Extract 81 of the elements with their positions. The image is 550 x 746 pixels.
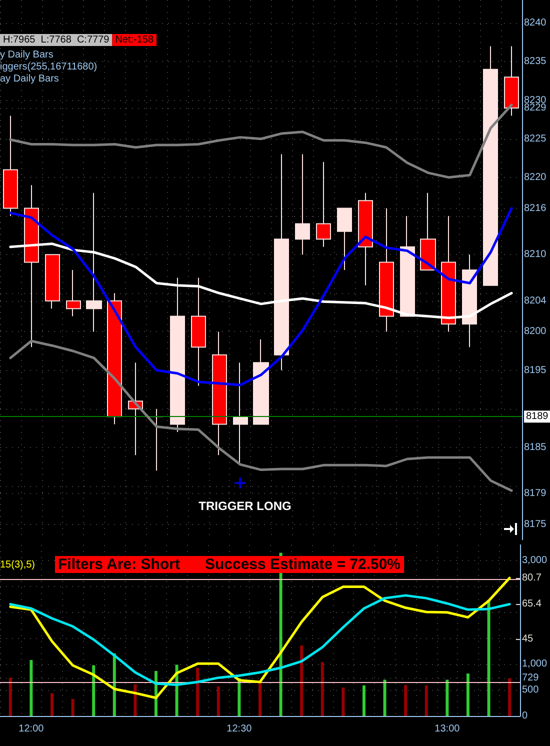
y-tick-label: 8200 — [524, 326, 547, 338]
y-tick-label: 8220 — [524, 172, 547, 183]
candlestick — [337, 208, 352, 270]
bar — [446, 680, 449, 716]
bar — [92, 665, 96, 716]
line-series — [9, 576, 511, 700]
candlestick — [66, 270, 81, 317]
candlestick — [379, 208, 394, 332]
y-tick-label: 500 — [522, 684, 540, 696]
y-tick-label: 8195 — [524, 364, 547, 376]
bar — [404, 684, 408, 716]
bar — [134, 684, 137, 716]
annotation: 15(3),5) — [0, 560, 36, 570]
y-tick-label: 8210 — [524, 249, 547, 260]
line-series — [9, 104, 513, 179]
annotation: y Daily Bars — [0, 50, 54, 60]
annotation: TRIGGER LONG — [198, 499, 292, 513]
line-series — [9, 340, 513, 492]
y-tick-label: 0 — [522, 710, 528, 722]
x-tick-label: 13:00 — [434, 724, 460, 734]
candlestick — [24, 184, 39, 348]
bar — [383, 680, 386, 716]
annotation: Net:-158 — [115, 34, 154, 46]
y-tick-label: 8235 — [524, 56, 547, 68]
candlestick — [253, 338, 269, 425]
bar — [8, 678, 12, 716]
candlestick — [483, 46, 498, 286]
bar — [466, 674, 470, 716]
line-series — [9, 594, 511, 686]
bar — [50, 693, 54, 716]
y-tick-label: 3,000 — [522, 555, 548, 566]
y2-tick-label: 65.4 — [522, 598, 542, 610]
candlestick — [107, 292, 122, 425]
candlestick — [420, 192, 436, 270]
candlestick — [212, 331, 227, 456]
bar — [508, 678, 512, 716]
annotation: ay Daily Bars — [0, 74, 59, 84]
candlestick — [358, 192, 373, 286]
bar — [30, 660, 33, 716]
candlestick — [86, 192, 102, 332]
y-tick-label: 8216 — [524, 202, 547, 214]
bar — [71, 698, 74, 716]
annotation: iggers(255,16711680) — [0, 62, 98, 72]
candlestick — [170, 277, 185, 432]
annotation: Filters Are: Short Success Estimate = 72.50% — [58, 556, 401, 573]
y-tick-label: 8179 — [524, 488, 547, 500]
candlestick — [400, 216, 415, 317]
candlestick — [295, 154, 310, 256]
y-tick-label: 1,000 — [522, 658, 548, 670]
y-tick-label: 8185 — [524, 442, 547, 453]
annotation: H:7965 L:7768 C:7779 — [3, 34, 110, 46]
candlestick — [233, 362, 248, 464]
x-tick-label: 12:00 — [18, 724, 44, 734]
bar — [424, 685, 428, 716]
bar — [196, 668, 200, 716]
bar — [342, 688, 345, 716]
y-tick-label: 8229 — [524, 102, 547, 114]
y2-tick-label: 45 — [522, 634, 534, 645]
bar — [216, 686, 220, 716]
candlestick — [45, 254, 60, 310]
bar — [487, 600, 490, 716]
y-tick-label: 8240 — [524, 18, 547, 29]
bar — [300, 646, 304, 716]
ref-line-label: 8189 — [526, 411, 549, 422]
candlestick — [316, 162, 331, 248]
y2-tick-label: 80.7 — [522, 572, 542, 584]
line-series — [9, 207, 513, 386]
candlestick — [3, 115, 18, 216]
bar — [362, 685, 366, 716]
bar — [258, 682, 262, 716]
candlestick — [441, 216, 456, 332]
candlestick — [274, 154, 289, 371]
y-tick-label: 8204 — [524, 295, 547, 306]
candlestick — [504, 46, 519, 116]
y-tick-label: 8175 — [524, 519, 547, 530]
x-tick-label: 12:30 — [226, 724, 252, 734]
candlestick — [191, 277, 206, 386]
y-tick-label: 729 — [522, 672, 540, 684]
y-tick-label: 8225 — [524, 133, 547, 144]
line-series — [9, 242, 513, 320]
bar — [320, 662, 324, 716]
